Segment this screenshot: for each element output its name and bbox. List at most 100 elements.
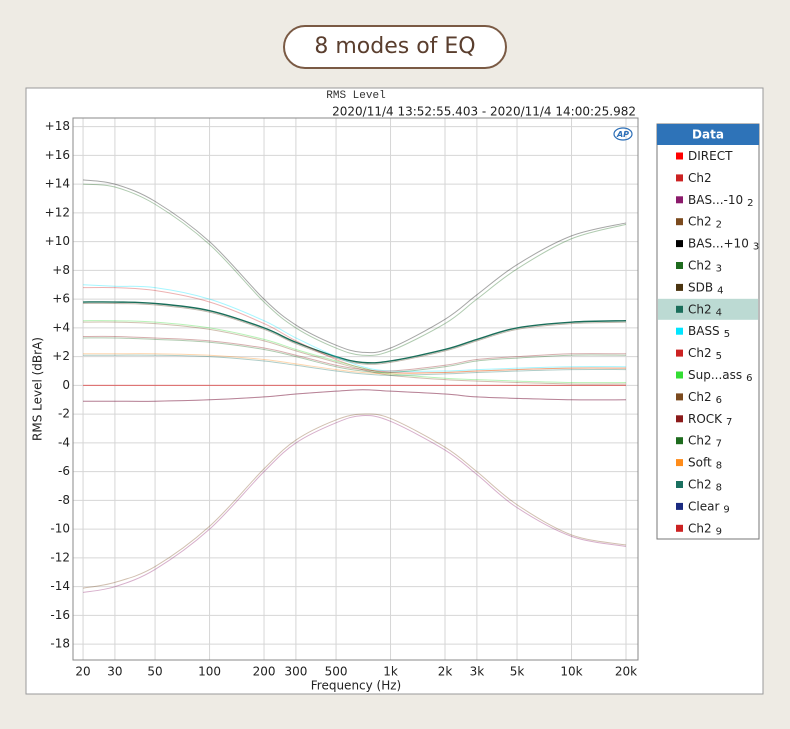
series-line: [82, 415, 627, 593]
lines: [82, 179, 627, 593]
x-tick-label: 20k: [615, 665, 637, 679]
legend-label: DIRECT: [688, 149, 733, 163]
series-line: [83, 354, 626, 376]
legend-name: Sup...ass: [688, 368, 742, 382]
y-tick-label: -6: [58, 464, 70, 478]
legend-name: Ch2: [688, 346, 712, 360]
y-tick-label: +10: [45, 234, 70, 248]
legend-sub: 5: [724, 329, 730, 340]
legend-sub: 6: [716, 395, 722, 406]
legend-sub: 3: [753, 242, 759, 253]
legend-swatch: [676, 349, 683, 357]
legend-name: Ch2: [688, 477, 712, 491]
legend-label: Ch2 2: [688, 214, 722, 231]
legend-swatch: [676, 152, 683, 160]
legend-label: Ch2 9: [688, 521, 722, 538]
legend-label: Ch2 6: [688, 389, 722, 406]
chart-subtitle: 2020/11/4 13:52:55.403 - 2020/11/4 14:00…: [332, 105, 636, 119]
y-tick-label: -16: [50, 608, 70, 622]
y-tick-label: -12: [50, 550, 70, 564]
legend-swatch: [676, 437, 683, 445]
legend-sub: 4: [717, 285, 723, 296]
legend-sub: 9: [723, 504, 729, 515]
y-tick-label: +6: [52, 292, 70, 306]
legend-sub: 6: [746, 373, 752, 384]
legend-label: SDB 4: [688, 280, 723, 297]
legend-name: Ch2: [688, 302, 712, 316]
y-tick-label: -10: [50, 522, 70, 536]
legend: DIRECT Ch2 BAS...-10 2 Ch2 2 BAS...+10 3 Ch2 3 SDB…: [658, 149, 759, 538]
legend-sub: 5: [716, 351, 722, 362]
y-tick-label: 0: [62, 378, 70, 392]
legend-name: Ch2: [688, 170, 712, 184]
plot-frame: [72, 117, 639, 661]
legend-sub: 8: [716, 483, 722, 494]
x-tick-label: 10k: [560, 665, 582, 679]
legend-label: Ch2 5: [688, 346, 722, 363]
y-tick-label: -2: [58, 407, 70, 421]
grid: [73, 118, 638, 660]
chart-title: RMS Level: [326, 90, 385, 102]
x-tick-label: 2k: [438, 665, 453, 679]
legend-label: Clear 9: [688, 499, 730, 516]
legend-name: Clear: [688, 499, 719, 513]
legend-label: BASS 5: [688, 324, 730, 341]
legend-label: Ch2 7: [688, 433, 722, 450]
legend-swatch: [676, 524, 683, 532]
y-tick-label: -14: [50, 579, 70, 593]
x-tick-label: 3k: [470, 665, 485, 679]
legend-label: Ch2 4: [688, 302, 722, 319]
legend-title: Data: [692, 128, 724, 142]
legend-swatch: [676, 262, 683, 269]
y-tick-label: -18: [50, 637, 70, 651]
banner-pill: [283, 25, 507, 69]
legend-name: Ch2: [688, 389, 712, 403]
legend-name: BAS...-10: [688, 192, 743, 206]
legend-sub: 4: [716, 307, 722, 318]
legend-label: Soft 8: [688, 455, 722, 472]
series-line: [83, 389, 626, 402]
legend-label: Ch2 8: [688, 477, 722, 494]
legend-label: BAS...+10 3: [688, 236, 759, 253]
series-line: [82, 413, 627, 589]
legend-swatch: [676, 305, 683, 313]
y-tick-label: +12: [45, 205, 70, 219]
legend-label: Sup...ass 6: [688, 368, 753, 385]
legend-sub: 9: [716, 526, 722, 537]
y-tick-label: +8: [52, 263, 70, 277]
x-tick-label: 300: [284, 665, 307, 679]
y-axis-label: RMS Level (dBrA): [31, 337, 45, 441]
legend-sub: 7: [716, 439, 722, 450]
logo-mark: [613, 127, 633, 141]
x-tick-label: 100: [198, 665, 221, 679]
panel: [25, 87, 764, 695]
x-tick-label: 500: [325, 665, 348, 679]
legend-swatch: [676, 393, 683, 401]
x-axis-label: Frequency (Hz): [311, 679, 402, 693]
legend-label: Ch2 3: [688, 258, 722, 275]
legend-name: Ch2: [688, 521, 712, 535]
series-line: [83, 301, 627, 364]
legend-name: BAS...+10: [688, 236, 749, 250]
series-line: [83, 353, 626, 375]
series-line: [83, 286, 626, 374]
x-tick-label: 50: [147, 665, 162, 679]
legend-label: BAS...-10 2: [688, 192, 753, 209]
legend-sub: 7: [726, 417, 732, 428]
legend-name: BASS: [688, 324, 720, 338]
banner-title: 8 modes of EQ: [314, 34, 475, 59]
legend-name: Ch2: [688, 258, 712, 272]
series-line: [83, 284, 626, 372]
legend-swatch: [676, 459, 683, 467]
y-tick-label: -4: [58, 435, 70, 449]
legend-swatch: [676, 240, 683, 248]
y-tick-label: +2: [52, 349, 70, 363]
legend-name: Ch2: [688, 433, 712, 447]
series-line: [82, 179, 627, 354]
legend-sub: 3: [716, 264, 722, 275]
legend-name: Soft: [688, 455, 712, 469]
legend-swatch: [676, 174, 683, 182]
legend-sub: 2: [747, 198, 753, 209]
legend-box: [656, 123, 760, 540]
